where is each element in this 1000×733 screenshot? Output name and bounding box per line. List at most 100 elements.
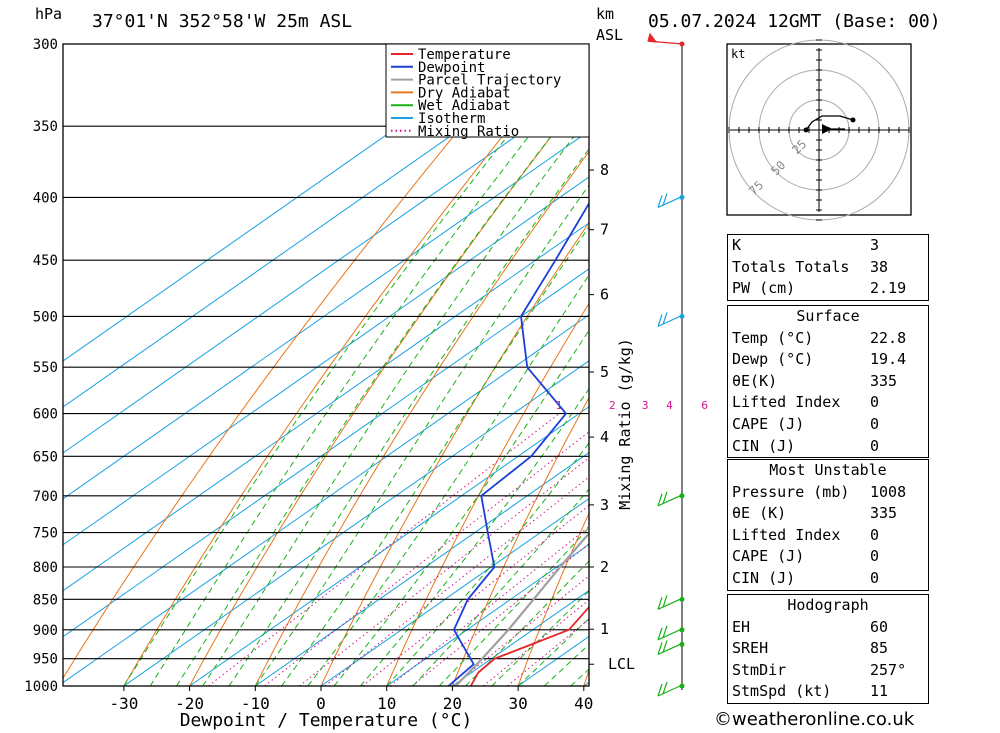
row-value: 335 xyxy=(870,371,898,390)
mixing-ratio-line xyxy=(324,476,589,686)
row-label: Totals Totals xyxy=(732,257,850,276)
dry-adiabat-line xyxy=(451,396,589,686)
table-row: Lifted Index 0 xyxy=(728,392,928,414)
wind-barb xyxy=(657,312,681,327)
mixing-ratio-label: 2 xyxy=(609,399,616,412)
row-label: CAPE (J) xyxy=(732,414,805,433)
isotherm-line xyxy=(63,268,589,638)
pressure-tick-label: 750 xyxy=(33,526,58,542)
section-title: Most Unstable xyxy=(769,461,887,479)
legend-entry: Dewpoint xyxy=(418,60,485,76)
pressure-tick-label: 900 xyxy=(33,623,58,639)
table-row: CAPE (J) 0 xyxy=(728,414,928,436)
row-value: 38 xyxy=(870,257,889,276)
temperature-tick-label: -10 xyxy=(241,694,270,713)
section-title: Hodograph xyxy=(787,596,869,614)
parcel-trajectory-line xyxy=(454,531,589,686)
table-row: CIN (J) 0 xyxy=(728,568,928,590)
wind-barb xyxy=(647,32,683,45)
mixing-ratio-label: 6 xyxy=(701,399,708,412)
mixing-ratio-line xyxy=(362,504,589,686)
mixing-ratio-label: 1 xyxy=(556,399,563,412)
table-row: θE (K) 335 xyxy=(728,503,928,525)
temperature-tick-label: 40 xyxy=(574,694,593,713)
wet-adiabat-line xyxy=(438,526,589,686)
isotherm-line xyxy=(63,222,589,592)
row-value: 22.8 xyxy=(870,328,907,347)
wet-adiabat-line xyxy=(176,86,589,686)
pressure-tick-label: 350 xyxy=(33,119,58,135)
surface-table: Surface Temp (°C) 22.8 Dewp (°C) 19.4 θE(K) 33… xyxy=(727,305,929,459)
table-row: PW (cm) 2.19 xyxy=(728,278,928,300)
table-row: θE(K) 335 xyxy=(728,371,928,393)
pressure-tick-label: 800 xyxy=(33,560,58,576)
table-row: StmSpd (kt) 11 xyxy=(728,681,928,703)
x-axis-label: Dewpoint / Temperature (°C) xyxy=(180,710,473,731)
location-title: 37°01'N 352°58'W 25m ASL xyxy=(92,11,352,32)
section-title: Surface xyxy=(796,307,860,325)
row-value: 335 xyxy=(870,504,898,523)
dry-adiabat-line xyxy=(978,26,1000,686)
pressure-tick-label: 400 xyxy=(33,190,58,206)
row-label: Dewp (°C) xyxy=(732,350,814,369)
row-value: 19.4 xyxy=(870,350,907,369)
row-value: 0 xyxy=(870,393,880,412)
wind-barb xyxy=(657,640,681,655)
legend-entry: Wet Adiabat xyxy=(418,98,511,114)
mixing-ratio-line xyxy=(299,457,589,686)
row-label: Pressure (mb) xyxy=(732,482,850,501)
pressure-tick-label: 450 xyxy=(33,253,58,269)
table-row: CAPE (J) 0 xyxy=(728,546,928,568)
wet-adiabat-line xyxy=(281,225,589,686)
temperature-tick-label: 20 xyxy=(443,694,462,713)
pressure-tick-label: 950 xyxy=(33,652,58,668)
table-row: EH 60 xyxy=(728,617,928,639)
row-value: 85 xyxy=(870,639,889,658)
wind-level-dot xyxy=(679,194,685,200)
row-value: 2.19 xyxy=(870,279,907,298)
wet-adiabat-line xyxy=(254,184,589,686)
row-label: EH xyxy=(732,617,751,636)
hodograph-unit: kt xyxy=(731,47,745,61)
temperature-tick-label: -20 xyxy=(175,694,204,713)
row-label: θE(K) xyxy=(732,371,778,390)
table-row: CIN (J) 0 xyxy=(728,436,928,458)
height-tick-label: 6 xyxy=(600,286,609,304)
legend-entry: Mixing Ratio xyxy=(418,124,519,140)
copyright-text: ©weatheronline.co.uk xyxy=(714,709,915,730)
wind-level-dot xyxy=(679,683,685,689)
legend-entry: Parcel Trajectory xyxy=(418,73,561,89)
dewpoint-line xyxy=(447,201,589,686)
row-value: 1008 xyxy=(870,482,907,501)
pressure-tick-label: 600 xyxy=(33,407,58,423)
isotherm-line xyxy=(63,44,518,362)
row-label: SREH xyxy=(732,639,769,658)
isotherm-line xyxy=(63,176,589,546)
height-unit-km: km xyxy=(596,5,614,23)
wet-adiabat-line xyxy=(228,148,589,686)
row-value: 257° xyxy=(870,660,907,679)
wind-barb xyxy=(657,625,681,641)
height-tick-label: 2 xyxy=(600,558,609,576)
row-value: 0 xyxy=(870,525,880,544)
dry-adiabat-line xyxy=(189,86,589,686)
temperature-tick-label: -30 xyxy=(109,694,138,713)
dry-adiabat-line xyxy=(63,44,532,680)
height-tick-label: 5 xyxy=(600,363,609,381)
height-tick-label: LCL xyxy=(608,655,635,673)
wet-adiabat-line xyxy=(333,329,589,686)
height-tick-label: 8 xyxy=(600,161,609,179)
isotherm-line xyxy=(320,497,589,686)
isotherm-line xyxy=(123,360,589,686)
wind-level-dot xyxy=(679,313,685,319)
isotherm-line xyxy=(255,452,589,686)
row-value: 11 xyxy=(870,682,889,701)
row-value: 0 xyxy=(870,547,880,566)
row-label: CAPE (J) xyxy=(732,547,805,566)
row-label: CIN (J) xyxy=(732,568,796,587)
row-value: 3 xyxy=(870,236,880,254)
row-value: 0 xyxy=(870,414,880,433)
row-value: 0 xyxy=(870,436,880,455)
pressure-tick-label: 1000 xyxy=(24,679,58,695)
